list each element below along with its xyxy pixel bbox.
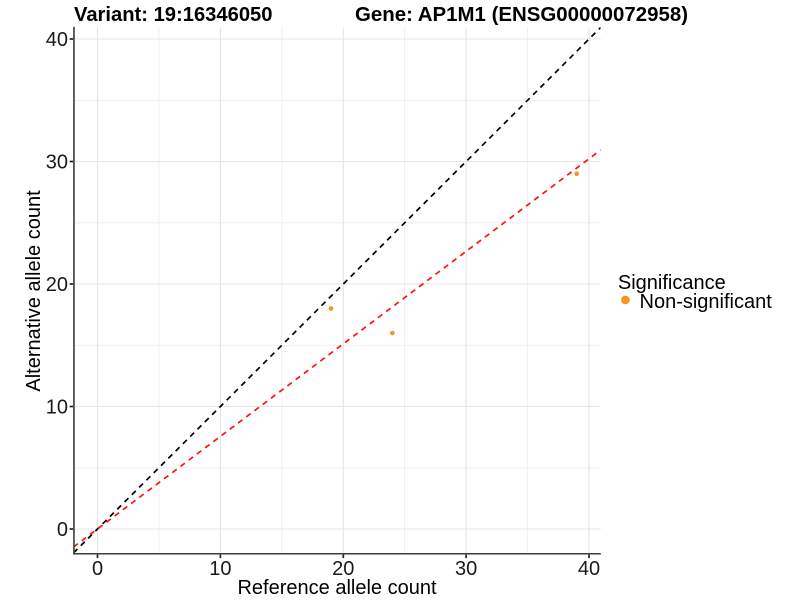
- svg-text:Non-significant: Non-significant: [640, 291, 773, 313]
- svg-text:40: 40: [46, 29, 68, 51]
- svg-text:10: 10: [209, 558, 231, 580]
- svg-text:Alternative allele count: Alternative allele count: [23, 190, 45, 392]
- svg-text:20: 20: [332, 558, 354, 580]
- svg-text:10: 10: [46, 397, 68, 419]
- svg-text:0: 0: [92, 558, 103, 580]
- svg-text:40: 40: [578, 558, 600, 580]
- svg-text:Variant: 19:16346050: Variant: 19:16346050: [74, 4, 273, 26]
- svg-text:20: 20: [46, 274, 68, 296]
- svg-text:Gene: AP1M1 (ENSG00000072958): Gene: AP1M1 (ENSG00000072958): [355, 4, 688, 26]
- svg-text:30: 30: [46, 152, 68, 174]
- svg-text:0: 0: [57, 519, 68, 541]
- svg-text:Significance: Significance: [618, 272, 726, 294]
- svg-text:Reference allele count: Reference allele count: [237, 577, 436, 599]
- svg-text:30: 30: [455, 558, 477, 580]
